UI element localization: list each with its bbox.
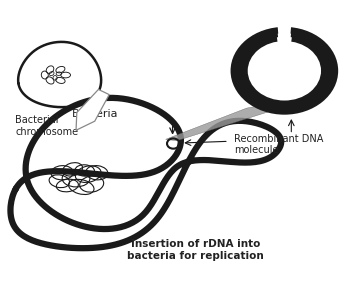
- Polygon shape: [166, 95, 322, 141]
- Circle shape: [247, 40, 322, 101]
- Text: Bacterial
chromosome: Bacterial chromosome: [15, 115, 78, 137]
- Polygon shape: [10, 98, 281, 248]
- Polygon shape: [76, 90, 109, 130]
- Polygon shape: [18, 42, 101, 107]
- Text: Recombinant DNA
molecule: Recombinant DNA molecule: [234, 134, 323, 155]
- Text: Insertion of rDNA into
bacteria for replication: Insertion of rDNA into bacteria for repl…: [127, 239, 264, 261]
- Text: Bacteria: Bacteria: [72, 109, 118, 119]
- Circle shape: [231, 27, 338, 115]
